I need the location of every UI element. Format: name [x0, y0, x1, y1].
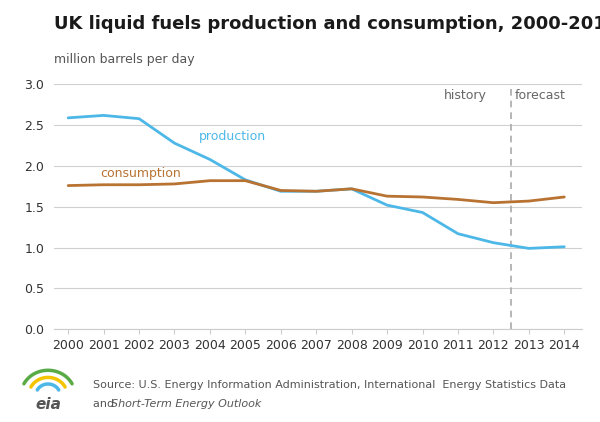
Text: production: production [199, 130, 266, 143]
Text: eia: eia [35, 398, 61, 412]
Text: consumption: consumption [100, 167, 181, 180]
Text: Short-Term Energy Outlook: Short-Term Energy Outlook [111, 399, 262, 409]
Text: forecast: forecast [515, 89, 566, 102]
Text: million barrels per day: million barrels per day [54, 53, 194, 66]
Text: Source: U.S. Energy Information Administration, International  Energy Statistics: Source: U.S. Energy Information Administ… [93, 380, 566, 390]
Text: history: history [443, 89, 487, 102]
Text: and: and [93, 399, 118, 409]
Text: UK liquid fuels production and consumption, 2000-2014: UK liquid fuels production and consumpti… [54, 15, 600, 33]
